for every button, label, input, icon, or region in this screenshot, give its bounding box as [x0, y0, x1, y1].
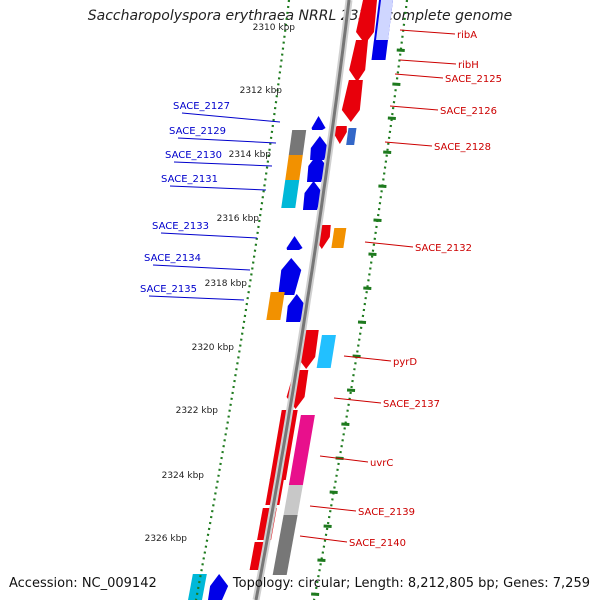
tick-track-outer-left [194, 0, 291, 600]
gene-block-bottom-blue [208, 574, 229, 600]
gene-leader-line [399, 29, 456, 35]
tick-mark [341, 422, 350, 426]
gene-label-forward: SACE_2128 [434, 142, 491, 153]
scale-label: 2326 kbp [145, 534, 188, 544]
gene-block-sace2131b [302, 181, 323, 210]
gene-block-sace2129b [310, 136, 329, 160]
gene-block-uvrc [288, 415, 315, 485]
gene-label-reverse: SACE_2130 [165, 150, 222, 161]
gene-block-sace2132b [331, 228, 347, 248]
gene-block-sace2135a [266, 292, 285, 320]
scale-label: 2324 kbp [162, 471, 205, 481]
gene-label-forward: SACE_2125 [445, 74, 502, 85]
tick-mark [378, 184, 387, 188]
gene-label-forward: pyrD [393, 357, 417, 368]
gene-leader-line [148, 295, 245, 301]
gene-label-reverse: SACE_2127 [173, 101, 230, 112]
gene-label-forward: SACE_2132 [415, 243, 472, 254]
gene-leader-line [299, 535, 348, 543]
gene-label-forward: SACE_2126 [440, 106, 497, 117]
tick-mark [329, 490, 338, 494]
gene-block-sace2126 [332, 126, 347, 144]
gene-leader-line [333, 397, 382, 404]
gene-block-sace2131 [281, 180, 300, 208]
backbone-line [254, 0, 351, 600]
gene-block-sace2129 [288, 130, 307, 155]
tick-mark [373, 218, 382, 222]
gene-block-sace2139 [283, 485, 303, 515]
gene-leader-line [181, 112, 281, 123]
scale-label: 2310 kbp [253, 23, 296, 33]
gene-label-reverse: SACE_2134 [144, 253, 201, 264]
tick-mark [392, 82, 401, 86]
tick-mark [323, 524, 332, 528]
tick-mark [317, 558, 326, 562]
gene-leader-line [389, 105, 439, 111]
gene-leader-line [160, 232, 258, 239]
gene-label-reverse: SACE_2133 [152, 221, 209, 232]
gene-block-sace2140 [272, 515, 298, 575]
tick-mark [368, 252, 377, 256]
gene-block-ribh [349, 40, 369, 82]
gene-leader-line [399, 59, 457, 65]
tick-mark [363, 286, 372, 290]
gene-block-sace2128 [346, 128, 357, 145]
gene-leader-line [169, 185, 267, 191]
gene-leader-line [177, 137, 277, 144]
scale-label: 2320 kbp [192, 343, 235, 353]
gene-label-forward: SACE_2140 [349, 538, 406, 549]
backbone-layer [252, 0, 353, 600]
gene-block-sace2133 [286, 236, 303, 250]
gene-leader-line [309, 505, 357, 512]
gene-leader-line [152, 264, 251, 271]
gene-leader-line [384, 141, 433, 147]
gene-label-forward: uvrC [370, 458, 393, 469]
gene-leader-line [319, 455, 369, 463]
gene-label-forward: ribA [457, 30, 477, 41]
gene-block-sace2127 [311, 116, 326, 130]
scale-label: 2318 kbp [205, 279, 248, 289]
scale-label: 2322 kbp [176, 406, 219, 416]
tick-track-outer-right [312, 0, 409, 600]
gene-leader-line [343, 355, 392, 362]
gene-block-riba [356, 0, 377, 44]
gene-label-reverse: SACE_2131 [161, 174, 218, 185]
tick-mark [346, 388, 356, 392]
scale-label: 2314 kbp [229, 150, 272, 160]
gene-block-sace2135b [286, 294, 306, 322]
gene-block-sace2130b [306, 154, 327, 182]
tick-mark [383, 150, 392, 154]
gene-label-reverse: SACE_2135 [140, 284, 197, 295]
tick-mark [396, 48, 405, 52]
accession-label: Accession: NC_009142 [9, 576, 157, 591]
gene-block-pyrd-b [316, 335, 336, 368]
gene-leader-line [364, 241, 414, 248]
gene-block-sace2134 [278, 258, 302, 295]
gene-block-sace2125 [341, 80, 363, 122]
gene-block-sace2130 [285, 155, 303, 180]
scale-label: 2316 kbp [217, 214, 260, 224]
label-layer: 2310 kbp 2312 kbp 2314 kbp 2316 kbp 2318 kbp… [140, 23, 502, 549]
tick-mark [311, 592, 320, 596]
gene-label-forward: SACE_2139 [358, 507, 415, 518]
gene-leader-line [173, 161, 273, 167]
topology-label: Topology: circular; Length: 8,212,805 bp… [232, 576, 590, 591]
tick-mark [352, 354, 361, 358]
scale-label: 2312 kbp [240, 86, 283, 96]
tick-mark [357, 320, 367, 324]
gene-label-forward: SACE_2137 [383, 399, 440, 410]
gene-leader-line [394, 73, 444, 79]
gene-block-top-light [376, 0, 393, 40]
gene-label-reverse: SACE_2129 [169, 126, 226, 137]
gene-label-forward: ribH [458, 60, 479, 71]
tick-mark [387, 116, 396, 120]
